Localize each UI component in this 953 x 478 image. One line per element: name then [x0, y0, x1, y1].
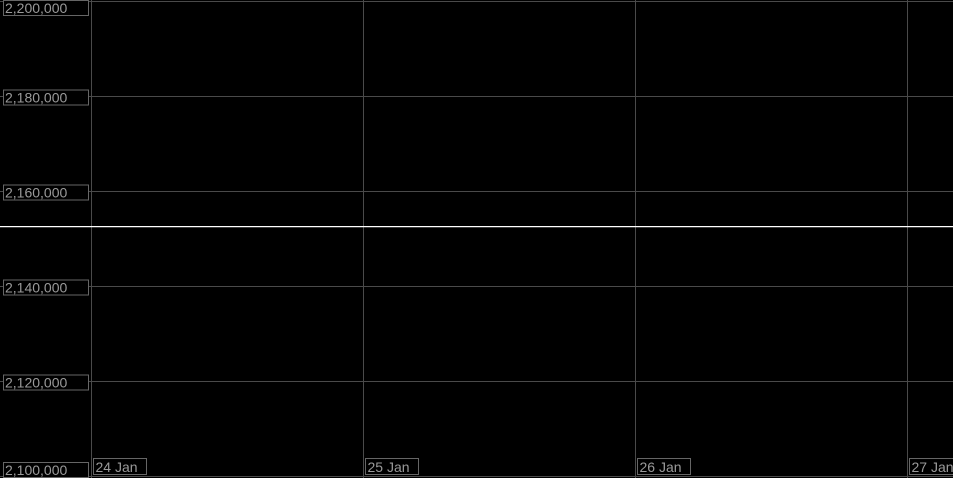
y-tick-label: 2,160,000 [5, 185, 67, 201]
x-tick-label-box [637, 458, 691, 475]
x-tick-label: 25 Jan [368, 459, 410, 475]
y-tick-label-box [3, 184, 89, 201]
x-tick-label-box [365, 458, 419, 475]
tick-labels: 2,100,000 2,120,000 2,140,000 2,160,000 2,18… [3, 0, 953, 478]
y-tick-label: 2,120,000 [5, 375, 67, 391]
x-tick-label-box [909, 458, 953, 475]
y-tick-label: 2,180,000 [5, 90, 67, 106]
y-tick-label: 2,200,000 [5, 0, 67, 16]
y-tick-label-box [3, 0, 89, 16]
x-tick-label: 24 Jan [96, 459, 138, 475]
y-tick-label: 2,140,000 [5, 280, 67, 296]
y-tick-label: 2,100,000 [5, 462, 67, 478]
y-tick-label-box [3, 374, 89, 391]
x-tick-label-box [93, 458, 147, 475]
x-tick-label: 26 Jan [640, 459, 682, 475]
y-tick-label-box [3, 89, 89, 106]
y-tick-label-box [3, 279, 89, 296]
x-tick-label: 27 Jan [912, 459, 953, 475]
